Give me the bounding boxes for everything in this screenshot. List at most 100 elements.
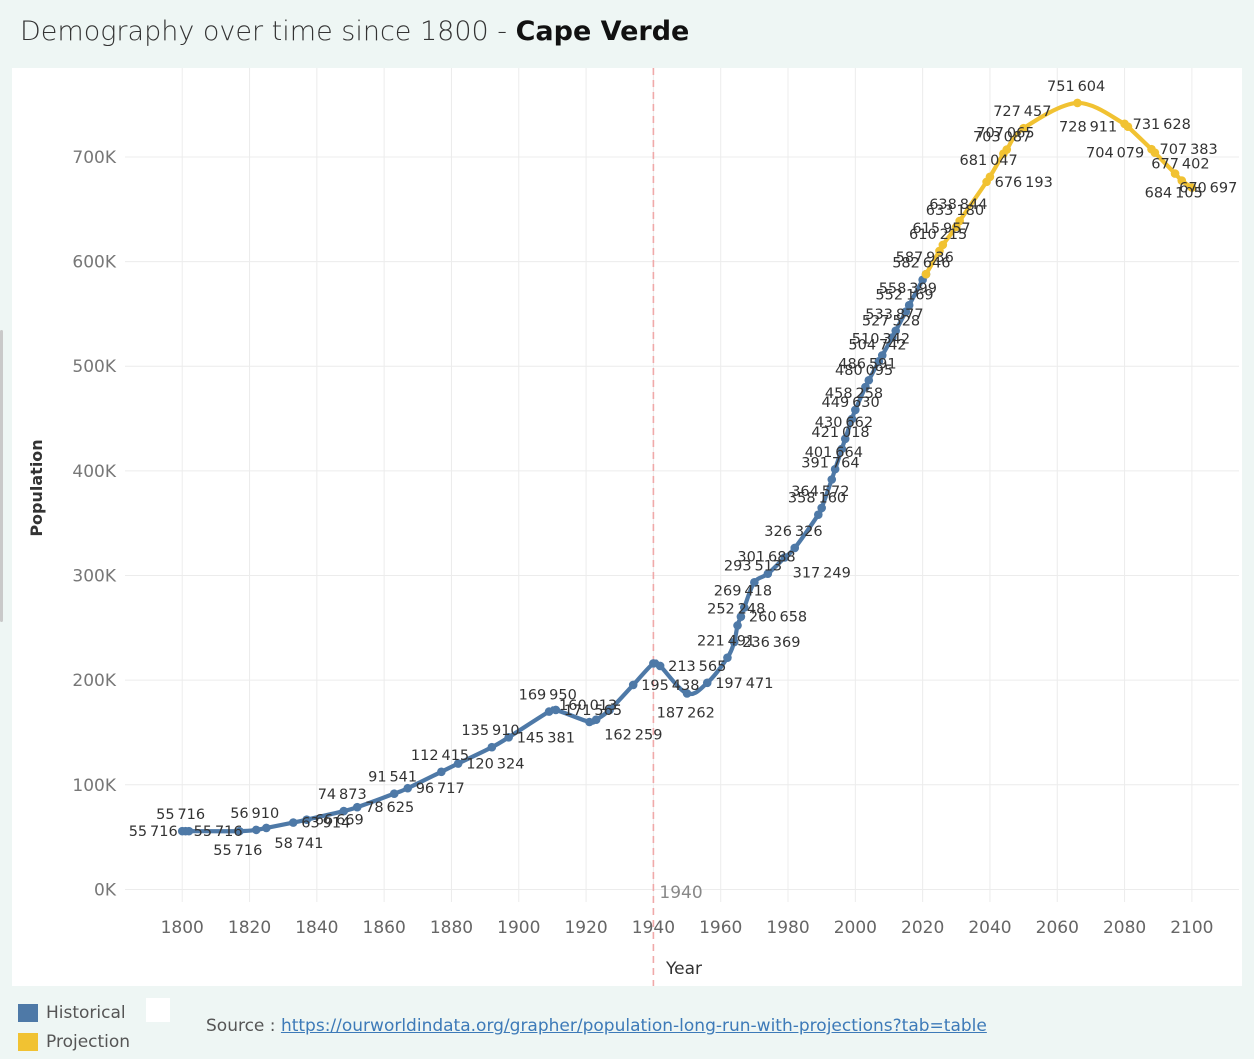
data-point-historical xyxy=(551,705,561,715)
data-point-historical xyxy=(790,543,800,553)
data-label-historical: 162 259 xyxy=(604,728,662,744)
source-link[interactable]: https://ourworldindata.org/grapher/popul… xyxy=(280,1016,987,1036)
data-point-historical xyxy=(739,603,749,612)
data-label-historical: 63 914 xyxy=(301,816,350,832)
data-label-historical: 171 565 xyxy=(564,703,622,719)
data-label-projection: 703 087 xyxy=(973,130,1031,146)
data-point-historical xyxy=(814,510,823,519)
data-point-historical xyxy=(827,475,837,484)
data-label-historical: 221 491 xyxy=(697,634,755,650)
data-label-historical: 552 169 xyxy=(875,288,933,304)
legend-item-historical[interactable]: Historical xyxy=(18,1001,218,1025)
data-label-projection: 684 105 xyxy=(1145,186,1203,202)
data-label-historical: 510 342 xyxy=(852,331,910,347)
data-point-historical xyxy=(888,333,897,342)
data-label-historical: 582 646 xyxy=(892,256,950,272)
data-label-projection: 670 697 xyxy=(1179,181,1237,197)
data-label-projection: 615 957 xyxy=(912,221,970,237)
data-point-historical xyxy=(504,733,513,742)
data-label-historical: 55 716 xyxy=(194,824,243,840)
legend-item-projection[interactable]: Projection xyxy=(18,1030,218,1054)
x-tick-label: 1960 xyxy=(699,918,742,938)
data-point-historical xyxy=(288,818,298,827)
x-axis-title: Year xyxy=(665,959,702,979)
data-point-historical xyxy=(780,553,789,562)
data-point-projection xyxy=(1177,176,1187,185)
x-tick-label: 2000 xyxy=(834,918,877,938)
data-point-historical xyxy=(649,659,658,668)
data-point-historical xyxy=(585,717,594,727)
data-point-historical xyxy=(628,680,638,690)
data-point-projection xyxy=(1073,98,1082,108)
data-point-historical xyxy=(235,826,244,836)
data-point-historical xyxy=(544,707,554,716)
data-label-historical: 96 717 xyxy=(416,781,465,797)
data-label-historical: 169 950 xyxy=(519,688,577,704)
y-axis-title: Population xyxy=(27,439,46,536)
x-tick-label: 2060 xyxy=(1036,918,1079,938)
data-label-projection: 751 604 xyxy=(1047,79,1105,95)
x-tick-label: 1800 xyxy=(161,918,204,938)
data-label-historical: 260 658 xyxy=(749,610,807,626)
data-point-historical xyxy=(339,806,349,816)
data-point-historical xyxy=(352,802,362,812)
data-label-historical: 112 415 xyxy=(411,748,469,764)
data-point-projection xyxy=(921,269,931,279)
data-point-historical xyxy=(591,715,601,724)
data-label-projection: 681 047 xyxy=(960,153,1018,169)
data-label-projection: 638 844 xyxy=(929,197,987,213)
data-label-historical: 527 528 xyxy=(862,313,920,329)
data-label-historical: 358 160 xyxy=(788,491,846,507)
data-point-historical xyxy=(437,767,446,777)
data-point-historical xyxy=(302,815,312,824)
data-point-historical xyxy=(389,789,399,798)
data-label-historical: 135 910 xyxy=(461,723,519,739)
data-point-historical xyxy=(877,351,887,360)
chart-title-country: Cape Verde xyxy=(515,16,690,47)
data-label-projection: 677 402 xyxy=(1151,157,1209,173)
data-label-projection: 731 628 xyxy=(1133,117,1191,133)
data-label-historical: 58 741 xyxy=(274,836,323,852)
y-tick-label: 700K xyxy=(72,148,116,168)
x-tick-label: 2080 xyxy=(1103,918,1146,938)
data-point-historical xyxy=(864,375,874,385)
panel-resize-handle[interactable] xyxy=(0,330,3,622)
data-point-historical xyxy=(901,307,911,316)
data-label-projection: 707 383 xyxy=(1160,142,1218,158)
data-label-historical: 74 873 xyxy=(318,787,367,803)
data-label-projection: 676 193 xyxy=(995,175,1053,191)
data-point-projection xyxy=(1123,122,1133,131)
data-label-historical: 269 418 xyxy=(714,584,772,600)
x-tick-label: 1900 xyxy=(497,918,540,938)
data-label-historical: 160 013 xyxy=(559,698,617,714)
data-point-historical xyxy=(851,405,860,415)
chart-title-prefix: Demography over time since 1800 - xyxy=(20,16,516,47)
x-tick-label: 1940 xyxy=(632,918,675,938)
data-label-historical: 449 630 xyxy=(822,395,880,411)
data-label-projection: 704 079 xyxy=(1086,146,1144,162)
data-point-projection xyxy=(1187,183,1197,192)
data-label-historical: 558 399 xyxy=(879,281,937,297)
data-point-historical xyxy=(403,783,413,793)
data-point-projection xyxy=(938,240,948,250)
data-point-historical xyxy=(702,678,712,688)
data-point-projection xyxy=(1170,169,1180,178)
data-point-historical xyxy=(763,569,773,579)
legend-blank-swatch xyxy=(146,998,170,1022)
data-label-projection: 728 911 xyxy=(1059,120,1117,136)
data-label-historical: 145 381 xyxy=(517,730,575,746)
data-label-historical: 391 764 xyxy=(801,456,859,472)
legend-label-historical: Historical xyxy=(46,1003,126,1023)
population-line-chart: 1800 1820 1840 1860 1880 1900 1920 1940 1960 1980… xyxy=(27,68,1239,986)
data-label-historical: 55 716 xyxy=(129,824,178,840)
x-tick-label: 1860 xyxy=(363,918,406,938)
source-prefix: Source : xyxy=(206,1016,281,1036)
data-point-historical xyxy=(830,464,840,474)
data-point-projection xyxy=(1150,148,1160,157)
legend-label-projection: Projection xyxy=(46,1032,131,1052)
data-label-historical: 458 258 xyxy=(825,386,883,402)
data-label-historical: 480 095 xyxy=(835,363,893,379)
data-point-historical xyxy=(733,621,742,630)
data-label-historical: 486 591 xyxy=(838,356,896,372)
x-tick-label: 2020 xyxy=(901,918,944,938)
